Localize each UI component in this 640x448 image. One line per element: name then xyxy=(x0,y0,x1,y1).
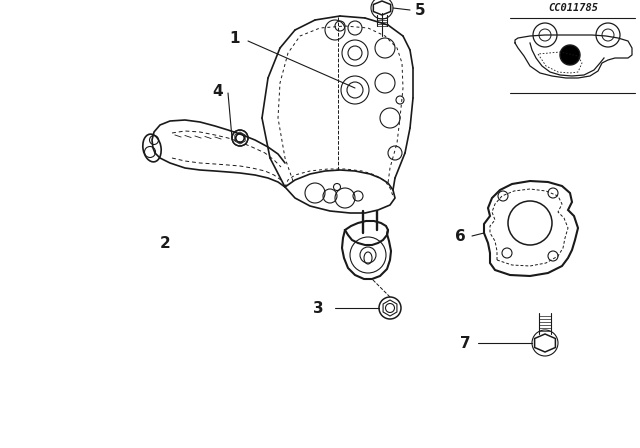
Text: 3: 3 xyxy=(313,301,323,315)
Text: 1: 1 xyxy=(230,30,240,46)
Text: CC011785: CC011785 xyxy=(548,3,598,13)
Text: 5: 5 xyxy=(415,3,426,17)
Text: 2: 2 xyxy=(159,236,170,250)
Text: 4: 4 xyxy=(212,83,223,99)
Text: 6: 6 xyxy=(454,228,465,244)
Text: 7: 7 xyxy=(460,336,470,350)
Circle shape xyxy=(560,45,580,65)
